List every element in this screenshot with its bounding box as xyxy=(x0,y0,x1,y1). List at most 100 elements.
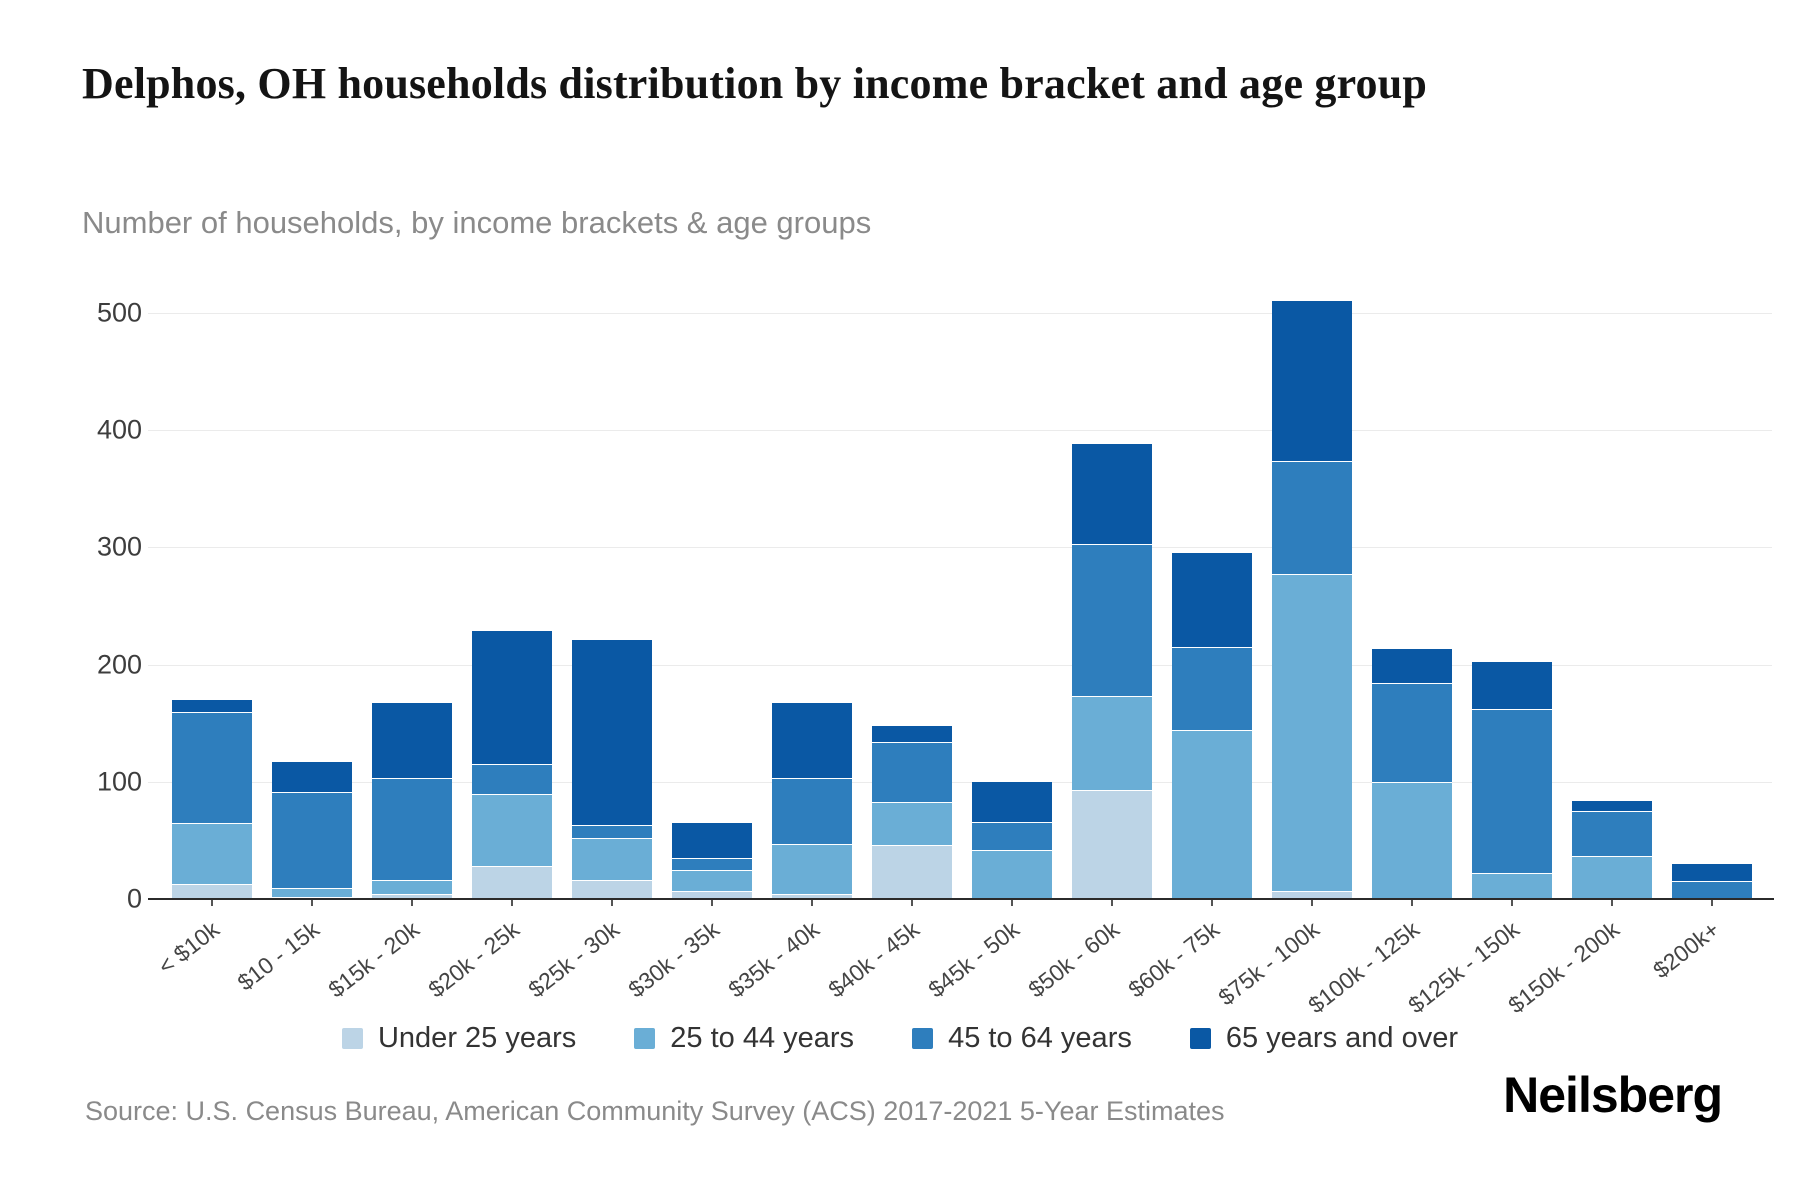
x-axis-label: $10 - 15k xyxy=(232,916,325,996)
bar-100k-125k[interactable] xyxy=(1372,649,1452,899)
segment-45-to-64-years[interactable] xyxy=(1372,683,1452,782)
segment-45-to-64-years[interactable] xyxy=(272,792,352,889)
segment-65-years-and-over[interactable] xyxy=(772,703,852,779)
legend-label: 65 years and over xyxy=(1225,1022,1459,1054)
segment-under-25-years[interactable] xyxy=(472,866,552,899)
segment-25-to-44-years[interactable] xyxy=(872,801,952,846)
segment-65-years-and-over[interactable] xyxy=(1672,863,1752,882)
y-axis-tick-label: 400 xyxy=(96,414,142,445)
segment-25-to-44-years[interactable] xyxy=(1472,873,1552,899)
segment-25-to-44-years[interactable] xyxy=(972,849,1052,899)
segment-25-to-44-years[interactable] xyxy=(572,838,652,881)
bar-150k-200k[interactable] xyxy=(1572,800,1652,899)
x-axis-label: < $10k xyxy=(153,916,225,980)
legend-swatch xyxy=(341,1028,363,1049)
segment-65-years-and-over[interactable] xyxy=(472,630,552,765)
legend-item-25-to-44-years[interactable]: 25 to 44 years xyxy=(634,1022,854,1055)
x-axis-label: $30k - 35k xyxy=(623,916,725,1003)
segment-65-years-and-over[interactable] xyxy=(572,640,652,826)
segment-25-to-44-years[interactable] xyxy=(772,843,852,895)
segment-25-to-44-years[interactable] xyxy=(1572,855,1652,899)
segment-65-years-and-over[interactable] xyxy=(1472,662,1552,710)
segment-under-25-years[interactable] xyxy=(272,896,352,899)
segment-under-25-years[interactable] xyxy=(872,845,952,899)
x-axis-label: $125k - 150k xyxy=(1403,916,1525,1019)
legend-item-65-years-and-over[interactable]: 65 years and over xyxy=(1189,1022,1459,1055)
bar-15k-20k[interactable] xyxy=(372,703,452,899)
segment-45-to-64-years[interactable] xyxy=(672,857,752,870)
segment-25-to-44-years[interactable] xyxy=(472,793,552,867)
y-axis-tick-label: 200 xyxy=(96,649,142,680)
segment-25-to-44-years[interactable] xyxy=(672,869,752,891)
segment-45-to-64-years[interactable] xyxy=(372,778,452,881)
bar-20k-25k[interactable] xyxy=(472,630,552,899)
segment-under-25-years[interactable] xyxy=(672,890,752,899)
segment-45-to-64-years[interactable] xyxy=(1672,881,1752,899)
segment-under-25-years[interactable] xyxy=(1272,890,1352,899)
x-axis-label: $25k - 30k xyxy=(523,916,625,1003)
segment-25-to-44-years[interactable] xyxy=(1372,781,1452,899)
bar-75k-100k[interactable] xyxy=(1272,301,1352,899)
segment-65-years-and-over[interactable] xyxy=(1072,444,1152,544)
x-axis-tick xyxy=(711,900,713,906)
segment-45-to-64-years[interactable] xyxy=(1472,709,1552,874)
segment-45-to-64-years[interactable] xyxy=(972,821,1052,850)
segment-under-25-years[interactable] xyxy=(572,880,652,899)
segment-65-years-and-over[interactable] xyxy=(1372,649,1452,684)
legend-swatch xyxy=(634,1028,656,1049)
segment-under-25-years[interactable] xyxy=(172,883,252,899)
gridline-y200 xyxy=(148,664,1772,666)
segment-65-years-and-over[interactable] xyxy=(872,725,952,742)
segment-under-25-years[interactable] xyxy=(1072,790,1152,899)
segment-65-years-and-over[interactable] xyxy=(272,761,352,793)
segment-25-to-44-years[interactable] xyxy=(172,822,252,884)
legend-item-under-25-years[interactable]: Under 25 years xyxy=(341,1022,577,1055)
legend-label: 25 to 44 years xyxy=(670,1022,855,1054)
segment-65-years-and-over[interactable] xyxy=(672,822,752,858)
segment-25-to-44-years[interactable] xyxy=(1072,696,1152,791)
legend-label: 45 to 64 years xyxy=(948,1022,1132,1054)
x-axis-tick xyxy=(211,900,213,906)
legend-swatch xyxy=(1189,1028,1211,1049)
bar-50k-60k[interactable] xyxy=(1072,444,1152,899)
legend-label: Under 25 years xyxy=(377,1022,577,1054)
segment-45-to-64-years[interactable] xyxy=(1572,811,1652,856)
bar-35k-40k[interactable] xyxy=(772,703,852,899)
segment-45-to-64-years[interactable] xyxy=(172,711,252,823)
bar-25k-30k[interactable] xyxy=(572,640,652,899)
segment-45-to-64-years[interactable] xyxy=(1272,460,1352,575)
segment-65-years-and-over[interactable] xyxy=(972,781,1052,822)
bar-30k-35k[interactable] xyxy=(672,822,752,899)
bar-40k-45k[interactable] xyxy=(872,725,952,899)
segment-25-to-44-years[interactable] xyxy=(1172,730,1252,899)
bar-60k-75k[interactable] xyxy=(1172,553,1252,899)
segment-65-years-and-over[interactable] xyxy=(372,703,452,779)
x-axis-tick xyxy=(1011,900,1013,906)
segment-45-to-64-years[interactable] xyxy=(572,825,652,839)
x-axis-label: $15k - 20k xyxy=(323,916,425,1003)
bar-45k-50k[interactable] xyxy=(972,781,1052,899)
bar-200k[interactable] xyxy=(1672,863,1752,899)
segment-25-to-44-years[interactable] xyxy=(372,880,452,895)
segment-45-to-64-years[interactable] xyxy=(1072,543,1152,697)
segment-25-to-44-years[interactable] xyxy=(272,888,352,897)
bar-125k-150k[interactable] xyxy=(1472,662,1552,899)
legend: Under 25 years 25 to 44 years 45 to 64 yea… xyxy=(0,1022,1800,1055)
segment-under-25-years[interactable] xyxy=(372,894,452,899)
segment-45-to-64-years[interactable] xyxy=(1172,647,1252,731)
segment-45-to-64-years[interactable] xyxy=(872,741,952,802)
x-axis-tick xyxy=(1211,900,1213,906)
segment-65-years-and-over[interactable] xyxy=(1572,800,1652,812)
segment-65-years-and-over[interactable] xyxy=(1272,301,1352,461)
legend-item-45-to-64-years[interactable]: 45 to 64 years xyxy=(912,1022,1132,1055)
segment-under-25-years[interactable] xyxy=(772,894,852,899)
x-axis-tick xyxy=(1611,900,1613,906)
segment-65-years-and-over[interactable] xyxy=(1172,553,1252,648)
bar-10k[interactable] xyxy=(172,699,252,899)
x-axis-label: $200k+ xyxy=(1648,916,1725,984)
segment-65-years-and-over[interactable] xyxy=(172,699,252,712)
segment-45-to-64-years[interactable] xyxy=(772,778,852,844)
segment-45-to-64-years[interactable] xyxy=(472,764,552,794)
segment-25-to-44-years[interactable] xyxy=(1272,574,1352,891)
bar-10-15k[interactable] xyxy=(272,761,352,899)
